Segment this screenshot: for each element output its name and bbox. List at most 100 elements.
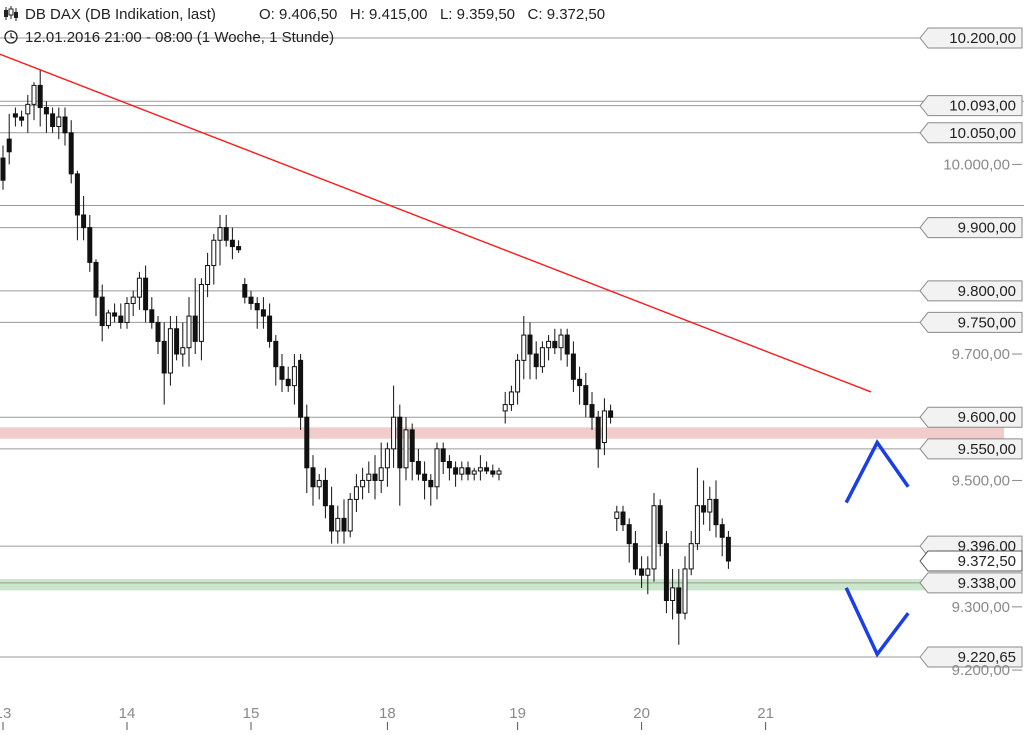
level-tag-label: 10.200,00: [949, 30, 1016, 47]
candle: [136, 271, 142, 310]
candle-body-up: [347, 498, 353, 532]
candle-body-down: [570, 353, 576, 380]
candle-body-down: [533, 353, 539, 368]
candle: [50, 107, 56, 133]
candle: [347, 493, 353, 538]
candle-body-down: [298, 359, 304, 418]
candle: [428, 474, 434, 506]
candle-body-down: [552, 340, 558, 349]
candle: [539, 341, 545, 373]
candle: [118, 303, 124, 329]
candle-body-down: [595, 416, 601, 450]
candle-body-up: [105, 312, 111, 327]
candle: [477, 455, 483, 481]
instrument-title: DB DAX (DB Indikation, last): [25, 6, 216, 23]
candle-body-up: [130, 296, 136, 304]
candle-body-up: [217, 227, 223, 241]
candle-body-down: [254, 302, 260, 311]
candle: [465, 461, 471, 481]
candle: [558, 328, 564, 361]
candle: [174, 316, 180, 361]
candle-body-up: [31, 84, 37, 105]
y-tick-label: 9.200,00: [952, 662, 1010, 679]
candle: [725, 531, 731, 569]
candle: [713, 480, 719, 538]
candle-body-down: [260, 309, 266, 317]
candle: [552, 328, 558, 355]
candle-body-down: [12, 113, 18, 118]
level-tag-label: 10.050,00: [949, 125, 1016, 142]
candle-body-up: [205, 265, 211, 286]
candlestick-icon: [4, 6, 18, 21]
candle: [279, 354, 285, 392]
candle: [701, 480, 707, 525]
candle: [422, 461, 428, 500]
candle: [124, 297, 130, 329]
candle-body-down: [428, 479, 434, 488]
candle: [155, 316, 161, 355]
resistance-zone: [0, 427, 1004, 439]
candle: [459, 461, 465, 481]
candle: [360, 467, 366, 500]
candle: [601, 398, 607, 456]
candle: [502, 391, 508, 424]
y-tick-label: 10.000,00: [943, 156, 1010, 173]
candle-body-down: [229, 239, 235, 248]
x-tick-label: 14: [119, 705, 136, 722]
candle: [6, 113, 12, 165]
candle-body-down: [422, 473, 428, 481]
candle: [298, 354, 304, 430]
level-tag-9800: [919, 280, 1023, 302]
candle-body-down: [583, 385, 589, 406]
candle: [378, 442, 384, 494]
candle: [608, 404, 614, 424]
level-tag-9600: [919, 406, 1023, 428]
candle: [391, 385, 397, 468]
candle-body-down: [248, 296, 254, 304]
candle-body-down: [372, 473, 378, 481]
candle: [589, 391, 595, 430]
candle: [682, 556, 688, 620]
candle-body-down: [632, 543, 638, 570]
candle: [81, 196, 87, 241]
y-tick-label: 9.700,00: [952, 346, 1010, 363]
candle-body-down: [50, 113, 56, 127]
y-tick-label: 9.500,00: [952, 472, 1010, 489]
candle-body-down: [161, 340, 167, 374]
candle: [453, 461, 459, 487]
candle-body-down: [322, 479, 328, 507]
candle-body-down: [577, 378, 583, 387]
candle-body-down: [663, 543, 669, 602]
candle-body-down: [620, 511, 626, 526]
candle-body-up: [124, 302, 130, 323]
level-tag-9900: [919, 217, 1023, 239]
candle-body-down: [242, 284, 248, 298]
candle: [167, 316, 173, 386]
candle-body-down: [112, 312, 118, 317]
candle: [639, 556, 645, 588]
candle-body-down: [99, 296, 105, 327]
candle-body-up: [682, 568, 688, 614]
candle-body-up: [539, 347, 545, 368]
candle-body-up: [670, 587, 676, 602]
candle-body-down: [236, 246, 242, 251]
candle-body-down: [446, 460, 452, 469]
candle-body-down: [267, 315, 273, 342]
candle: [130, 290, 136, 317]
candle: [304, 404, 310, 494]
level-tag-10050: [919, 122, 1023, 144]
candle-body-up: [434, 448, 440, 488]
candle: [564, 328, 570, 367]
candle-body-up: [167, 328, 173, 374]
candle-body-up: [688, 543, 694, 570]
candle: [186, 297, 192, 367]
candle-body-down: [484, 467, 490, 472]
candle-body-down: [93, 261, 99, 298]
candle-body-down: [174, 328, 180, 355]
candle: [484, 461, 490, 475]
candle-body-down: [155, 321, 161, 342]
candle: [490, 464, 496, 478]
candle: [285, 366, 291, 392]
candle-body-up: [508, 391, 514, 406]
